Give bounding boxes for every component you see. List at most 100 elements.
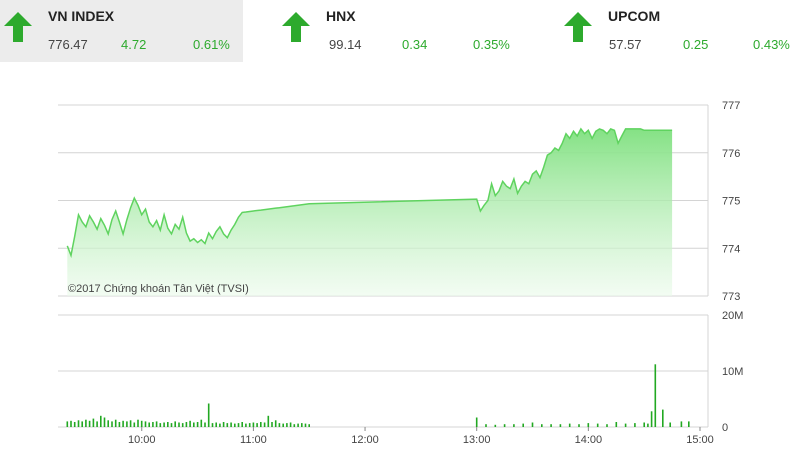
volume-bar (226, 423, 229, 427)
volume-bar (181, 423, 184, 427)
ticker-name: HNX (326, 8, 356, 24)
ticker-hnx[interactable]: HNX 99.14 0.34 0.35% (278, 0, 528, 62)
volume-bar (578, 424, 580, 427)
volume-bar (669, 422, 671, 427)
volume-bar (596, 423, 599, 427)
volume-bar (267, 415, 270, 427)
volume-bar (215, 422, 217, 427)
ticker-bar: VN INDEX 776.47 4.72 0.61% HNX 99.14 0.3… (0, 0, 800, 62)
x-tick-label: 15:00 (686, 434, 714, 446)
volume-bar (252, 422, 255, 427)
volume-bar (111, 421, 113, 427)
volume-bar (137, 419, 139, 427)
volume-bar (66, 421, 69, 427)
volume-bar (163, 422, 165, 427)
volume-bar (222, 422, 225, 427)
ticker-change: 0.25 (683, 37, 709, 52)
volume-bar (129, 420, 132, 427)
volume-bar (503, 424, 506, 427)
volume-bar (204, 422, 206, 427)
volume-bar (634, 423, 636, 427)
volume-bar (219, 423, 221, 427)
price-y-tick-label: 773 (722, 291, 740, 303)
volume-bar (688, 421, 690, 427)
volume-bar (606, 424, 608, 427)
ticker-change: 4.72 (121, 37, 147, 52)
volume-bar (587, 423, 590, 427)
volume-bar (159, 423, 162, 427)
arrow-up-icon (282, 12, 310, 42)
volume-bar (522, 423, 524, 427)
price-area (66, 127, 673, 296)
volume-y-tick-label: 20M (722, 310, 743, 322)
volume-bar (654, 364, 657, 427)
price-area-fill (67, 128, 673, 296)
volume-bar (170, 423, 173, 427)
arrow-up-icon (4, 12, 32, 42)
volume-bar (485, 424, 487, 427)
volume-bar (122, 420, 124, 427)
ticker-name: VN INDEX (48, 8, 115, 24)
x-tick-label: 10:00 (128, 434, 156, 446)
volume-bar (531, 422, 534, 427)
volume-bar (248, 423, 251, 427)
volume-bar (77, 420, 80, 427)
x-tick-label: 11:00 (240, 434, 267, 446)
volume-bar (278, 423, 281, 427)
volume-bar (70, 420, 72, 427)
volume-bar (241, 422, 243, 427)
volume-bar (308, 424, 310, 427)
volume-bar (118, 422, 121, 427)
price-y-axis: 777 776 775 774 773 (722, 100, 740, 303)
price-y-tick-label: 776 (722, 148, 740, 160)
volume-bar (680, 421, 683, 427)
price-line (66, 127, 673, 259)
ticker-percent: 0.43% (753, 37, 790, 52)
volume-bar (256, 423, 258, 427)
price-y-tick-label: 777 (722, 100, 740, 112)
volume-bars (66, 364, 690, 427)
volume-grid (58, 314, 709, 428)
volume-bar (148, 422, 150, 427)
volume-bar (643, 422, 645, 427)
volume-bar (550, 424, 552, 427)
arrow-up-icon (564, 12, 592, 42)
volume-bar (513, 424, 515, 427)
volume-bar (475, 417, 478, 427)
volume-bar (92, 418, 95, 427)
volume-bar (85, 419, 87, 427)
volume-bar (96, 421, 98, 427)
volume-bar (200, 419, 203, 427)
volume-bar (126, 421, 128, 427)
volume-bar (494, 424, 497, 427)
ticker-vn-index[interactable]: VN INDEX 776.47 4.72 0.61% (0, 0, 243, 62)
volume-bar (73, 422, 76, 427)
ticker-percent: 0.35% (473, 37, 510, 52)
volume-bar (615, 422, 618, 427)
volume-bar (237, 423, 240, 427)
ticker-change: 0.34 (402, 37, 428, 52)
intraday-chart: ©2017 Chứng khoán Tân Việt (TVSI) 777 776… (58, 100, 743, 446)
volume-bar (282, 423, 284, 427)
ticker-upcom[interactable]: UPCOM 57.57 0.25 0.43% (560, 0, 800, 62)
ticker-value: 99.14 (329, 37, 362, 52)
volume-bar (103, 417, 106, 427)
volume-bar (100, 415, 102, 427)
volume-bar (207, 403, 210, 427)
volume-bar (304, 423, 307, 427)
volume-bar (650, 411, 653, 427)
time-x-axis: 10:00 11:00 12:00 13:00 14:00 15:00 (128, 427, 714, 446)
volume-bar (230, 422, 232, 427)
volume-bar (286, 423, 288, 427)
volume-bar (152, 422, 154, 427)
volume-bar (133, 422, 136, 427)
volume-bar (88, 420, 91, 427)
volume-y-axis: 20M 10M 0 (722, 310, 743, 434)
volume-bar (178, 422, 180, 427)
volume-bar (568, 423, 571, 427)
price-y-tick-label: 774 (722, 243, 740, 255)
ticker-value: 776.47 (48, 37, 88, 52)
volume-bar (234, 423, 236, 427)
x-tick-label: 14:00 (575, 434, 603, 446)
volume-bar (647, 423, 649, 427)
